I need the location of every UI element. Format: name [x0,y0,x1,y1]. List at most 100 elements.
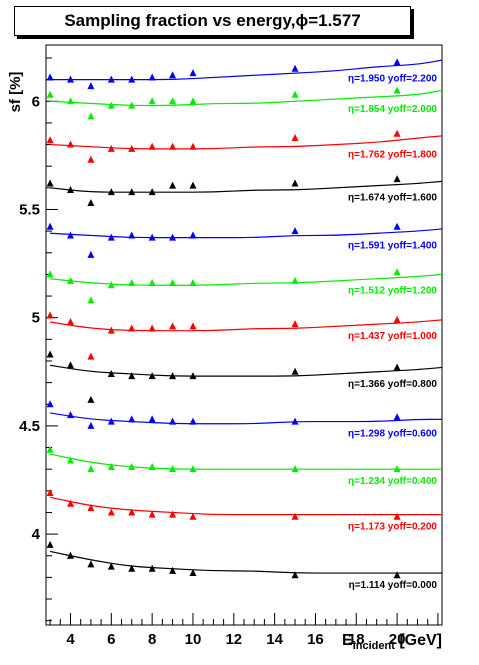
series-label: η=1.173 yoff=0.200 [348,522,437,533]
data-point [393,571,401,579]
data-point [87,198,95,206]
data-point [169,142,177,150]
data-point [393,222,401,230]
data-point [148,97,156,105]
series-label-text: =1.512 yoff=1.200 [354,286,437,297]
data-point [107,562,115,570]
data-point [87,560,95,568]
data-point [189,322,197,330]
data-point [393,175,401,183]
data-point [87,395,95,403]
data-point [107,463,115,471]
fit-curve [50,135,443,150]
x-tick-label: 14 [266,631,283,648]
series-label-text: =1.950 yoff=2.200 [354,74,437,85]
data-point [107,101,115,109]
data-point [291,179,299,187]
series-label: η=1.674 yoff=1.600 [348,193,437,204]
data-point [46,311,54,319]
data-point [66,551,74,559]
data-point [66,186,74,193]
data-point [128,75,136,83]
data-point [148,188,156,196]
data-point [87,352,95,360]
data-point [87,465,95,473]
data-point [148,142,156,150]
data-point [46,90,54,98]
data-point [107,417,115,425]
x-tick-label: 10 [185,631,202,648]
series-label-text: =1.114 yoff=0.000 [355,580,438,591]
data-point [66,231,74,239]
data-point [393,268,401,276]
fit-curve [50,89,443,107]
data-point [128,324,136,332]
data-point [66,361,74,369]
series-label-text: =1.854 yoff=2.000 [354,104,437,115]
chart-title-value: =1.577 [308,11,361,30]
series-label: η=1.234 yoff=0.400 [348,476,437,487]
x-axis-label-unit: [GeV] [395,632,442,649]
fit-curves [49,59,443,574]
data-point [393,58,401,66]
data-point [189,142,197,150]
data-point [291,320,299,328]
data-point [189,181,197,189]
series-label: η=1.762 yoff=1.800 [348,149,437,160]
fit-curve [49,412,442,425]
data-point [66,499,74,507]
eta-symbol: η [348,240,354,251]
fit-curve [50,180,443,193]
x-tick-label: 20 [389,631,406,648]
data-point [393,315,401,323]
series-label: η=1.114 yoff=0.000 [349,580,438,591]
x-tick-label: 18 [348,631,365,648]
series-label: η=1.366 yoff=0.800 [348,379,437,390]
data-point [66,75,74,83]
series-label: η=1.512 yoff=1.200 [348,286,437,297]
data-point [393,512,401,520]
data-point [128,101,136,109]
data-point [393,465,401,473]
data-point [87,112,95,120]
data-point [128,463,136,471]
data-point [128,415,136,423]
data-point [189,569,197,577]
data-point [128,564,136,572]
data-point [107,508,115,516]
data-point [291,465,299,473]
data-point [291,571,299,579]
series-label-text: =1.234 yoff=0.400 [354,476,437,487]
data-point [169,279,177,287]
data-point [291,367,299,375]
data-point [46,222,54,230]
series-label-text: =1.437 yoff=1.000 [354,331,437,342]
series-label-text: =1.762 yoff=1.800 [354,149,437,160]
data-point [169,510,177,518]
data-point [148,372,156,380]
phi-symbol: ϕ [295,11,309,30]
data-point [66,276,74,284]
data-point [87,82,95,90]
data-point [128,188,136,196]
eta-symbol: η [349,580,355,591]
series-label: η=1.950 yoff=2.200 [348,74,437,85]
series-label: η=1.298 yoff=0.600 [348,429,437,440]
series-label-text: =1.591 yoff=1.400 [354,240,437,251]
series-label-text: =1.674 yoff=1.600 [354,193,437,204]
data-point [46,73,54,81]
data-point [128,372,136,380]
fit-curve [49,319,443,332]
fit-curve [50,59,443,81]
data-point [46,350,54,358]
data-point [169,97,177,105]
data-point [291,512,299,520]
data-point [169,181,177,189]
eta-symbol: η [348,193,354,204]
data-point [189,417,197,425]
y-tick-label: 4.5 [19,418,40,435]
x-axis-label: Eincident [GeV] [342,632,442,652]
data-point [66,456,74,464]
series-label: η=1.437 yoff=1.000 [348,331,437,342]
data-point [87,504,95,512]
